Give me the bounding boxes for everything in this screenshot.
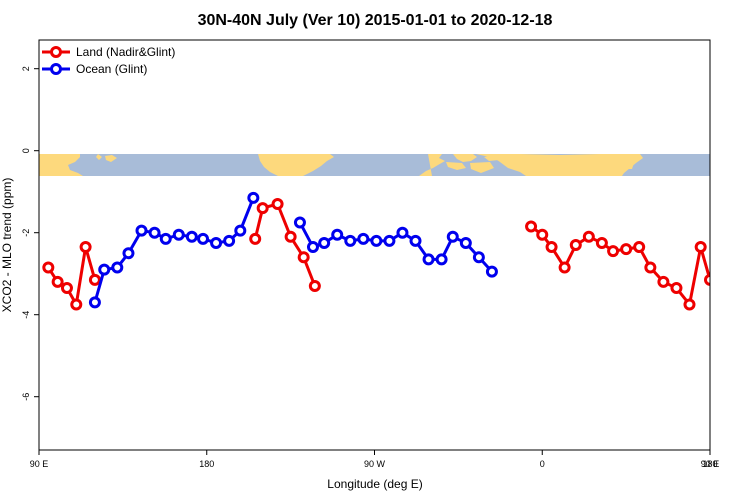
data-point-ocean	[318, 236, 331, 249]
x-tick-label: 90 E	[30, 459, 49, 469]
data-point-ocean	[122, 247, 135, 260]
data-point-ocean	[185, 230, 198, 243]
data-point-ocean	[234, 224, 247, 237]
data-point-land	[536, 228, 549, 241]
legend-swatch-land-marker	[50, 46, 62, 58]
data-point-ocean	[135, 224, 148, 237]
data-point-land	[51, 275, 64, 288]
y-axis-label: XCO2 - MLO trend (ppm)	[0, 178, 14, 313]
data-point-land	[60, 282, 73, 295]
data-point-ocean	[435, 253, 448, 266]
series-ocean	[88, 191, 498, 309]
legend-label-ocean: Ocean (Glint)	[76, 62, 147, 76]
data-point-ocean	[409, 234, 422, 247]
series-line-land	[530, 225, 710, 306]
data-point-ocean	[383, 234, 396, 247]
data-point-ocean	[111, 261, 124, 274]
data-point-ocean	[485, 265, 498, 278]
data-point-ocean	[197, 232, 210, 245]
data-point-land	[694, 241, 707, 254]
data-point-ocean	[148, 226, 161, 239]
data-point-ocean	[88, 296, 101, 309]
series-land	[42, 198, 710, 311]
y-tick-label: -6	[21, 393, 31, 401]
data-point-ocean	[370, 234, 383, 247]
y-tick-label: -4	[21, 311, 31, 319]
data-point-land	[633, 241, 646, 254]
data-point-ocean	[293, 216, 306, 229]
data-point-land	[607, 245, 620, 258]
data-point-land	[271, 198, 284, 210]
data-point-land	[88, 273, 101, 286]
data-point-ocean	[247, 191, 260, 204]
data-point-ocean	[98, 263, 111, 276]
data-point-ocean	[357, 232, 370, 245]
data-point-land	[683, 298, 696, 311]
legend-item-ocean: Ocean (Glint)	[42, 62, 147, 76]
y-tick-label: 0	[21, 148, 31, 153]
data-point-land	[42, 261, 55, 274]
series-line-ocean	[298, 221, 494, 273]
series-layer	[42, 191, 710, 311]
data-point-land	[582, 230, 595, 243]
data-point-ocean	[459, 236, 472, 249]
data-point-ocean	[210, 236, 223, 249]
data-point-land	[569, 239, 582, 251]
legend-item-land: Land (Nadir&Glint)	[42, 45, 175, 59]
legend-label-land: Land (Nadir&Glint)	[76, 45, 175, 59]
y-tick-label: 2	[21, 66, 31, 71]
x-tick-label: 0	[540, 459, 545, 469]
data-point-ocean	[344, 234, 357, 247]
data-point-land	[79, 241, 92, 254]
data-point-land	[297, 251, 310, 264]
data-point-ocean	[306, 241, 319, 254]
data-point-ocean	[422, 253, 435, 266]
data-point-land	[670, 282, 683, 295]
y-axis: 2 0 -2 -4 -6	[21, 66, 39, 401]
data-point-land	[284, 230, 297, 243]
data-point-ocean	[446, 230, 459, 243]
data-point-ocean	[172, 228, 185, 241]
data-point-land	[545, 241, 558, 254]
data-point-land	[558, 261, 571, 274]
x-tick-label: 90 E	[701, 459, 720, 469]
data-point-land	[256, 202, 269, 215]
x-axis-label: Longitude (deg E)	[327, 477, 422, 491]
data-point-land	[525, 220, 538, 233]
world-map-strip	[39, 154, 710, 176]
legend: Land (Nadir&Glint) Ocean (Glint)	[42, 45, 175, 76]
x-tick-label: 90 W	[364, 459, 386, 469]
data-point-land	[657, 275, 670, 288]
data-point-land	[308, 280, 321, 292]
x-tick-label: 180	[199, 459, 214, 469]
data-point-land	[249, 232, 262, 245]
data-point-land	[70, 298, 83, 311]
data-point-land	[704, 273, 710, 286]
x-tick-label: 180	[702, 459, 717, 469]
data-point-land	[644, 261, 657, 274]
data-point-ocean	[396, 226, 409, 239]
chart-title: 30N-40N July (Ver 10) 2015-01-01 to 2020…	[198, 12, 553, 29]
data-point-ocean	[331, 228, 344, 241]
data-point-land	[595, 236, 608, 249]
data-point-ocean	[159, 232, 172, 245]
data-point-land	[620, 243, 633, 256]
legend-swatch-ocean-marker	[50, 63, 62, 75]
y-tick-label: -2	[21, 229, 31, 237]
data-point-ocean	[472, 251, 485, 264]
data-point-ocean	[223, 234, 236, 247]
